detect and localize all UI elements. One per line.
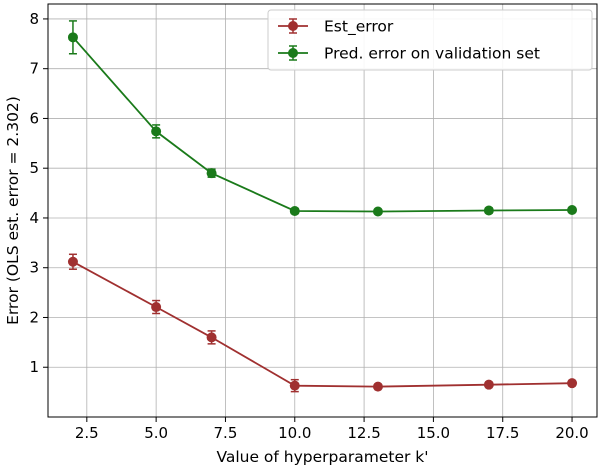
data-point <box>483 205 494 216</box>
data-point <box>567 205 578 216</box>
x-tick-label: 5.0 <box>144 424 168 442</box>
legend-label: Pred. error on validation set <box>324 45 540 63</box>
data-point <box>151 126 162 137</box>
x-tick-label: 12.5 <box>347 424 380 442</box>
x-tick-label: 10.0 <box>278 424 311 442</box>
y-tick-label: 5 <box>29 159 39 177</box>
y-tick-label: 1 <box>29 358 39 376</box>
series-group <box>67 20 578 393</box>
y-tick-label: 8 <box>29 10 39 28</box>
x-tick-label: 15.0 <box>417 424 450 442</box>
series-est-error <box>67 253 578 393</box>
data-point <box>372 381 383 392</box>
data-point <box>206 332 217 343</box>
data-point <box>206 168 217 179</box>
data-point <box>372 206 383 217</box>
x-tick-label: 7.5 <box>214 424 238 442</box>
data-point <box>567 378 578 389</box>
y-tick-label: 2 <box>29 308 39 326</box>
y-tick-label: 7 <box>29 60 39 78</box>
data-point <box>151 302 162 313</box>
legend-item: Pred. error on validation set <box>278 45 540 63</box>
data-point <box>67 32 78 43</box>
axis-ticks: 2.5 5.0 7.5 10.0 12.5 15.0 17.5 20.0 1 2 3 4 5 6 7 8 <box>29 10 588 442</box>
x-axis-label: Value of hyperparameter k' <box>216 448 428 466</box>
legend: Est_error Pred. error on validation set <box>267 9 593 71</box>
x-tick-label: 20.0 <box>555 424 588 442</box>
data-point <box>289 380 300 391</box>
x-tick-label: 17.5 <box>486 424 519 442</box>
plot-frame <box>47 3 598 418</box>
x-tick-label: 2.5 <box>75 424 99 442</box>
y-tick-label: 6 <box>29 109 39 127</box>
legend-label: Est_error <box>324 18 394 37</box>
series-line <box>72 261 573 388</box>
legend-box <box>267 9 593 71</box>
legend-item: Est_error <box>278 18 394 37</box>
data-point <box>289 205 300 216</box>
series-pred-error-on-validation-set <box>67 20 578 217</box>
y-tick-label: 4 <box>29 209 39 227</box>
legend-marker <box>288 21 298 31</box>
y-tick-label: 3 <box>29 259 39 277</box>
data-point <box>483 379 494 390</box>
data-point <box>67 256 78 267</box>
y-axis-label: Error (OLS est. error = 2.302) <box>4 96 22 325</box>
legend-marker <box>288 48 298 58</box>
